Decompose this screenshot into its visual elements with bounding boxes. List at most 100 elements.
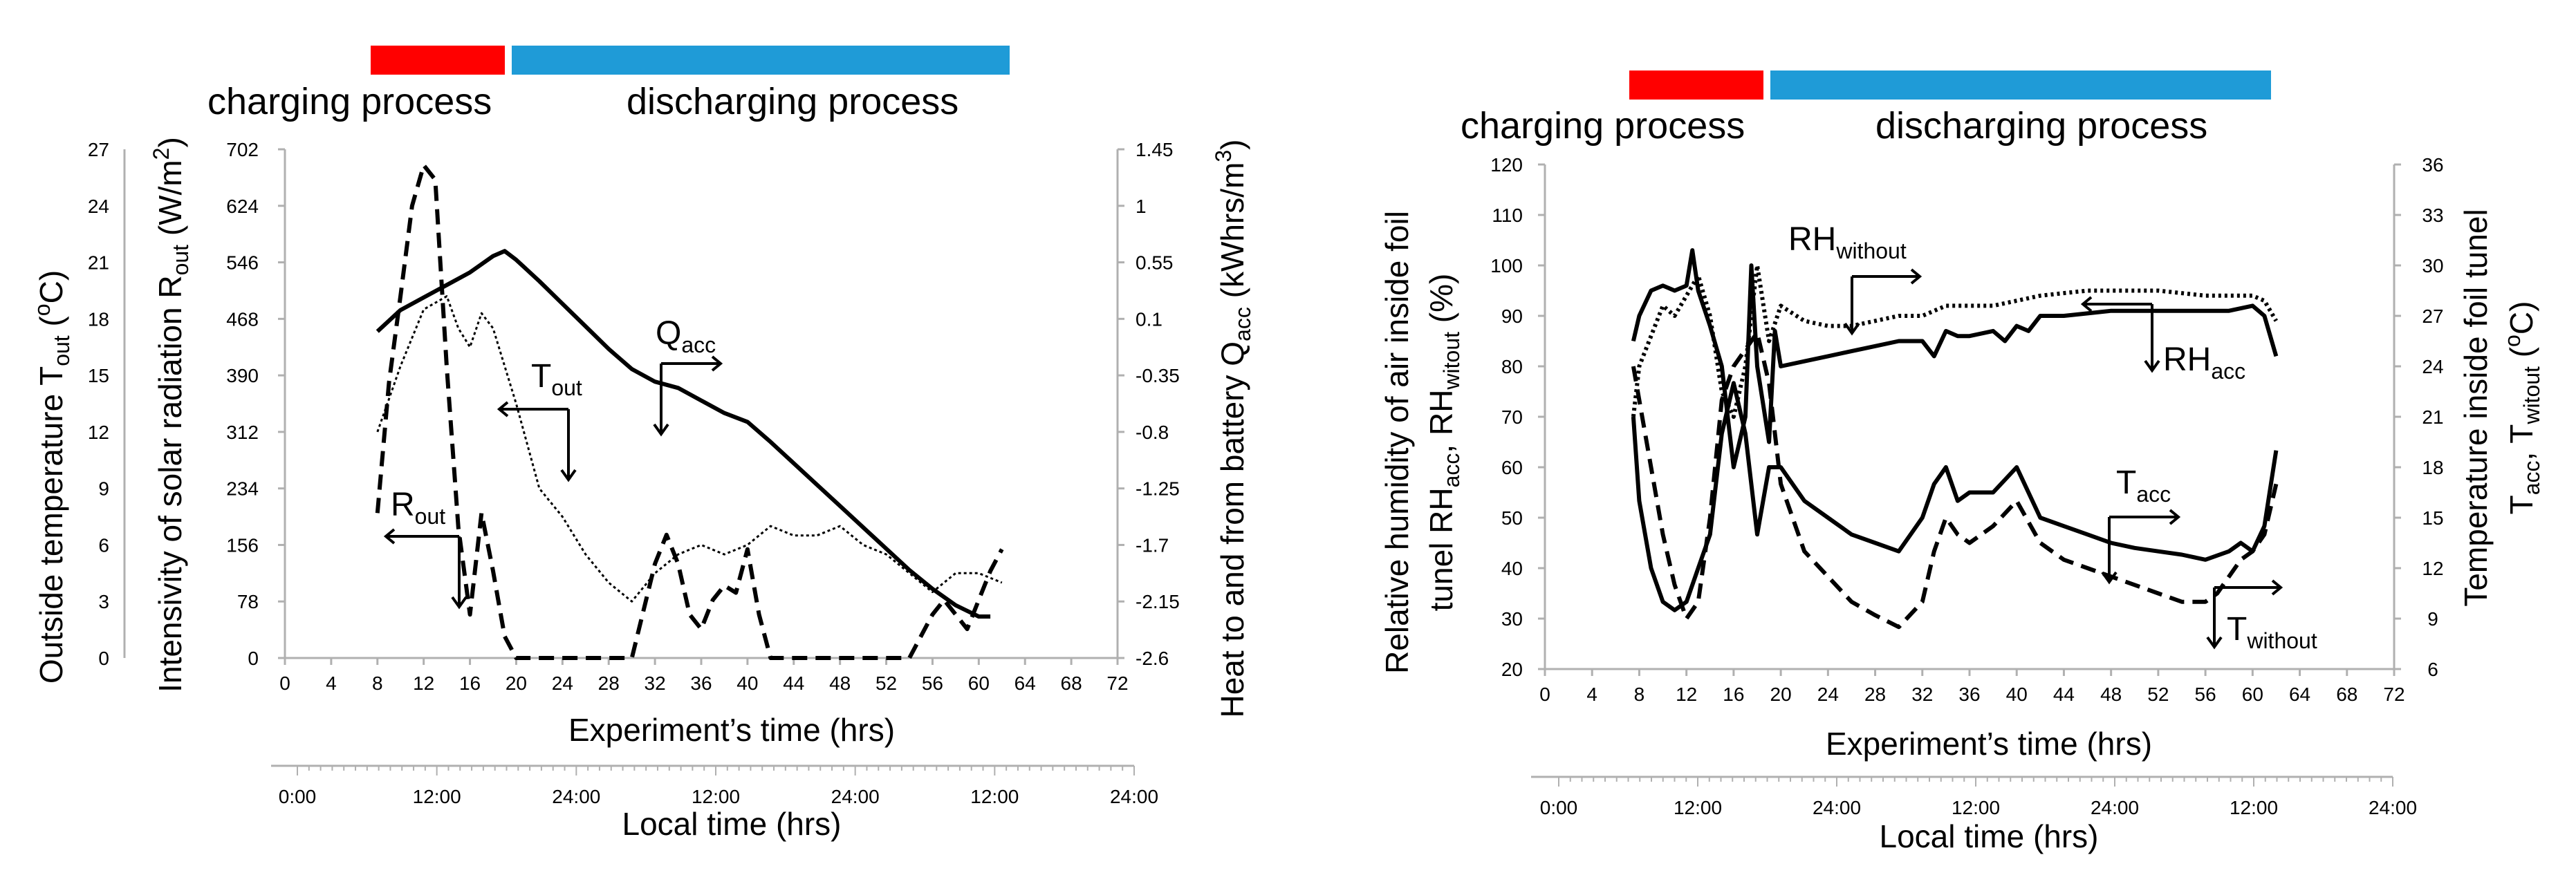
left-discharging-bar (512, 46, 1010, 75)
right-x-axis-title: Experiment’s time (hrs) (1826, 726, 2152, 762)
x-tick-label: 4 (1586, 684, 1597, 705)
x-tick-label: 44 (783, 673, 804, 694)
time-tick-label: 24:00 (2091, 797, 2139, 818)
humidity-tick-label: 50 (1501, 507, 1523, 529)
x-tick-label: 68 (2336, 684, 2357, 705)
right-charging-label: charging process (1461, 105, 1745, 147)
x-tick-label: 12 (1676, 684, 1697, 705)
time-tick-label: 0:00 (1540, 797, 1578, 818)
temperature-tick-label: 36 (2422, 154, 2443, 176)
humidity-axis-title-line1: Relative humidity of air inside foil (1379, 211, 1415, 674)
time-tick-label: 12:00 (413, 786, 461, 807)
temperature-tick-label: 27 (2422, 305, 2443, 327)
left-time-axis-title: Local time (hrs) (622, 806, 842, 842)
temperature-tick-label: 6 (2427, 659, 2438, 680)
time-tick-label: 0:00 (279, 786, 317, 807)
right-y-tick-label: 1 (1136, 196, 1147, 217)
inner-y-tick-label: 234 (226, 478, 259, 500)
right-y-tick-label: -0.35 (1136, 365, 1180, 386)
annotation-r-out: Rout (391, 487, 445, 529)
x-tick-label: 16 (459, 673, 481, 694)
outer-y-tick-label: 6 (98, 534, 109, 556)
outer-y-tick-label: 24 (88, 196, 109, 217)
x-tick-label: 8 (372, 673, 383, 694)
x-tick-label: 60 (968, 673, 990, 694)
right-y-tick-label: -1.25 (1136, 478, 1180, 500)
time-tick-label: 24:00 (1110, 786, 1158, 807)
inner-y-tick-label: 546 (226, 252, 259, 274)
temperature-tick-label: 9 (2427, 608, 2438, 630)
x-tick-label: 60 (2242, 684, 2263, 705)
x-tick-label: 64 (1014, 673, 1036, 694)
humidity-tick-label: 70 (1501, 406, 1523, 428)
series-tacc (1631, 381, 2279, 612)
annotation-t-without-arrows (2206, 579, 2283, 650)
temperature-tick-label: 15 (2422, 507, 2443, 529)
x-tick-label: 72 (2383, 684, 2404, 705)
annotation-q-acc: Qacc (656, 315, 716, 357)
x-tick-label: 24 (552, 673, 573, 694)
left-outer-axis-title: Outside temperature Tout (oC) (30, 270, 74, 684)
right-y-tick-label: -1.7 (1136, 534, 1169, 556)
right-axes: 2030405060708090100110120691215182124273… (1490, 154, 2443, 818)
series-twithout (1631, 330, 2279, 630)
x-tick-label: 56 (922, 673, 943, 694)
outer-y-tick-label: 21 (88, 252, 109, 274)
humidity-tick-label: 60 (1501, 457, 1523, 478)
x-tick-label: 28 (1864, 684, 1886, 705)
humidity-tick-label: 100 (1490, 255, 1523, 276)
x-tick-label: 20 (506, 673, 527, 694)
inner-y-tick-label: 0 (248, 648, 259, 669)
humidity-tick-label: 30 (1501, 608, 1523, 630)
temperature-tick-label: 18 (2422, 457, 2443, 478)
left-axes: 0369121518212427078156234312390468546624… (88, 139, 1180, 807)
temperature-tick-label: 24 (2422, 356, 2443, 377)
humidity-axis-title-line2: tunel RHacc, RHwitout (%) (1423, 274, 1464, 612)
x-tick-label: 40 (2006, 684, 2028, 705)
right-charging-bar (1629, 70, 1763, 100)
humidity-tick-label: 120 (1490, 154, 1523, 176)
inner-y-tick-label: 156 (226, 534, 259, 556)
humidity-tick-label: 110 (1492, 205, 1523, 226)
x-tick-label: 72 (1106, 673, 1128, 694)
x-tick-label: 36 (1958, 684, 1980, 705)
annotation-rh-acc-arrows (2080, 296, 2160, 373)
right-y-tick-label: 0.1 (1136, 308, 1162, 330)
series-tout (376, 295, 1003, 603)
inner-y-tick-label: 624 (226, 196, 259, 217)
x-tick-label: 52 (2147, 684, 2169, 705)
humidity-tick-label: 90 (1501, 305, 1523, 327)
series-rhwithout (1631, 263, 2278, 419)
x-tick-label: 24 (1817, 684, 1839, 705)
x-tick-label: 68 (1061, 673, 1082, 694)
annotation-t-acc: Tacc (2116, 464, 2171, 507)
outer-y-tick-label: 27 (88, 139, 109, 160)
time-tick-label: 24:00 (552, 786, 600, 807)
inner-y-tick-label: 78 (237, 591, 259, 612)
x-tick-label: 32 (1911, 684, 1933, 705)
x-tick-label: 4 (326, 673, 337, 694)
temperature-tick-label: 30 (2422, 255, 2443, 276)
time-tick-label: 24:00 (2369, 797, 2417, 818)
temperature-axis-title-line2: Tacc, Twitout (oC) (2500, 301, 2544, 515)
x-tick-label: 32 (645, 673, 666, 694)
x-tick-label: 64 (2289, 684, 2310, 705)
left-x-axis-title: Experiment’s time (hrs) (568, 712, 895, 748)
annotation-t-out: Tout (531, 358, 582, 400)
outer-y-tick-label: 0 (98, 648, 109, 669)
temperature-axis-title-line1: Temperature inside foil tunel (2458, 209, 2494, 606)
temperature-tick-label: 33 (2422, 205, 2443, 226)
inner-y-tick-label: 312 (226, 422, 259, 443)
right-axis-title: Heat to and from battery Qacc (kWhrs/m3) (1211, 139, 1255, 717)
left-charging-bar (371, 46, 505, 75)
x-tick-label: 48 (2100, 684, 2122, 705)
right-time-axis-title: Local time (hrs) (1880, 818, 2099, 854)
left-series (375, 163, 1004, 660)
annotation-t-without: Twithout (2227, 611, 2317, 653)
x-tick-label: 40 (736, 673, 758, 694)
time-tick-label: 24:00 (1813, 797, 1861, 818)
right-y-tick-label: -0.8 (1136, 422, 1169, 443)
outer-y-tick-label: 9 (98, 478, 109, 500)
right-chart: charging process discharging process 20 3… (1379, 70, 2544, 854)
series-qacc (376, 249, 991, 619)
